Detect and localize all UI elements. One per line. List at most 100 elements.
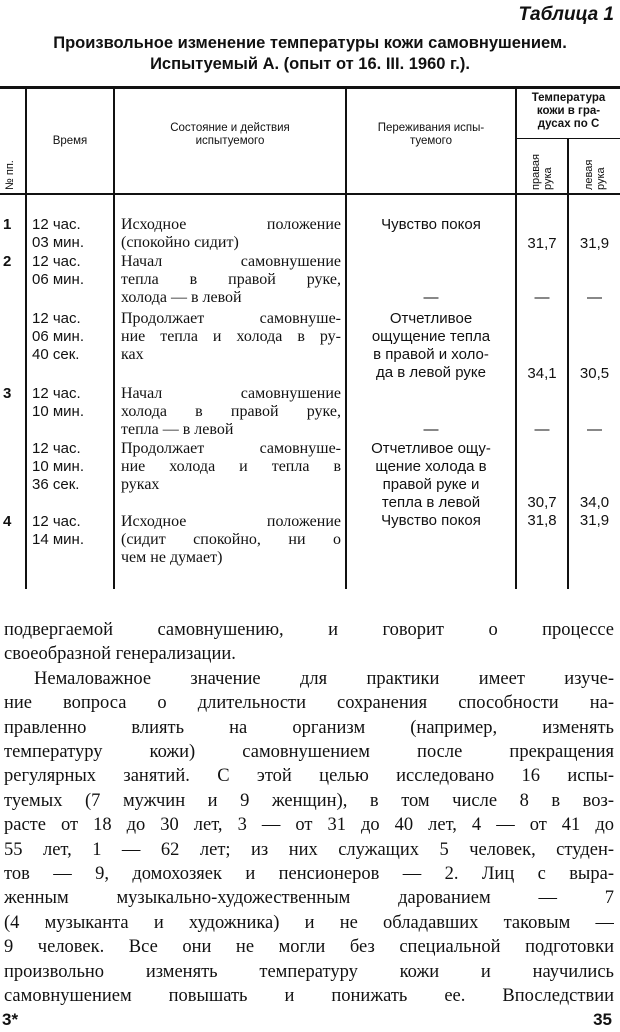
text-line: туемых (7 мужчин и 9 женщин), в том числ…	[4, 790, 614, 811]
column-divider	[113, 89, 115, 589]
cell-line: Чувство покоя	[381, 216, 481, 233]
state-cell: Исходное положение (спокойно сидит)	[121, 216, 341, 252]
cell-line: Начал самовнушение	[121, 385, 341, 402]
right-hand-temp: —	[534, 421, 550, 438]
header-line: правая	[530, 154, 542, 190]
right-hand-temp: 31,7	[527, 235, 557, 252]
cell-line: 12 час.	[32, 440, 81, 457]
cell-line: —	[423, 289, 439, 306]
cell-line: Отчетливое ощу-	[371, 440, 491, 457]
text-line: 9 человек. Все они не могли без специаль…	[4, 937, 614, 958]
cell-line: 06 мин.	[32, 271, 84, 288]
left-hand-temp: 34,0	[579, 494, 610, 511]
temp-subheader-rule	[515, 138, 620, 139]
cell-line: да в левой руке	[376, 364, 486, 381]
cell-line: Продолжает самовнуше-	[121, 310, 341, 327]
cell-line: Исходное положение	[121, 513, 341, 530]
column-divider	[515, 89, 517, 589]
cell-line: холода — в левой	[121, 289, 242, 306]
feeling-cell: Отчетливое ощущение тепла в правой и холо-…	[347, 310, 515, 382]
header-line: Температура	[531, 92, 606, 104]
state-cell: Начал самовнушение холода в правой руке, т…	[121, 385, 341, 439]
text-line: расте от 18 до 30 лет, 3 — от 31 до 40 л…	[4, 815, 614, 836]
row-number: 3	[3, 385, 12, 402]
text-line: регулярных занятий. С этой целью исследо…	[4, 766, 614, 787]
signature-mark: 3*	[2, 1010, 19, 1029]
cell-line: —	[423, 421, 439, 438]
left-hand-temp: —	[587, 421, 602, 438]
right-hand-temp: —	[534, 289, 550, 306]
time-cell: 12 час. 10 мин. 36 сек.	[32, 440, 84, 494]
text-line: температуру кожи) самовнушением после пр…	[4, 742, 614, 763]
cell-line: Чувство покоя	[381, 512, 481, 529]
table-subtitle: Испытуемый А. (опыт от 16. III. 1960 г.)…	[150, 55, 470, 73]
page-number: 35	[593, 1010, 612, 1029]
feeling-cell: —	[347, 289, 515, 307]
cell-line: 12 час.	[32, 253, 81, 270]
cell-line: 03 мин.	[32, 234, 84, 251]
feeling-cell: Отчетливое ощу-щение холода в правой руке…	[347, 440, 515, 512]
column-divider	[345, 89, 347, 589]
cell-line: правой руке и	[382, 476, 480, 493]
cell-line: ках	[121, 346, 144, 363]
cell-line: 10 мин.	[32, 403, 84, 420]
cell-line: щение холода в	[375, 458, 487, 475]
column-divider	[25, 89, 27, 589]
text-line: тов — 9, домохозяек и пенсионеров — 2. Л…	[4, 864, 614, 885]
table-header-rule	[0, 193, 620, 195]
table-title: Произвольное изменение температуры кожи …	[53, 34, 567, 52]
header-right-hand: правая рука	[530, 154, 554, 190]
cell-line: 36 сек.	[32, 476, 80, 493]
cell-line: Отчетливое	[389, 310, 473, 327]
header-line: дусах по С	[537, 118, 600, 130]
cell-line: 12 час.	[32, 385, 81, 402]
time-cell: 12 час. 06 мин.	[32, 253, 84, 289]
header-left-hand: левая рука	[583, 160, 607, 190]
cell-line: тепла — в левой	[121, 421, 234, 438]
state-cell: Продолжает самовнуше-ние тепла и холода …	[121, 310, 341, 364]
cell-line: Начал самовнушение	[121, 253, 341, 270]
right-hand-temp: 30,7	[527, 494, 557, 511]
cell-line: 06 мин.	[32, 328, 84, 345]
header-line: испытуемого	[195, 135, 265, 147]
cell-line: ние тепла и холода в ру-	[121, 328, 341, 345]
cell-line: Исходное положение	[121, 216, 341, 233]
time-cell: 12 час. 10 мин.	[32, 385, 84, 421]
cell-line: холода в правой руке,	[121, 403, 341, 420]
text-line: подвергаемой самовнушению, и говорит о п…	[4, 620, 614, 640]
table-top-rule	[0, 86, 620, 89]
table-caption: Таблица 1	[518, 4, 614, 25]
cell-line: руках	[121, 476, 160, 493]
row-number: 4	[3, 513, 12, 530]
state-cell: Продолжает самовнуше-ние холода и тепла …	[121, 440, 341, 494]
cell-line: 14 мин.	[32, 531, 84, 548]
left-hand-temp: 31,9	[579, 235, 610, 252]
text-line: самовнушением повышать и понижать ее. Вп…	[4, 986, 614, 1007]
header-num: № пп.	[4, 160, 16, 190]
text-line: Немаловажное значение для практики имеет…	[34, 668, 614, 689]
cell-line: 10 мин.	[32, 458, 84, 475]
header-state: Состояние и действия испытуемого	[115, 122, 345, 148]
feeling-cell: —	[347, 421, 515, 439]
state-cell: Начал самовнушение тепла в правой руке, хо…	[121, 253, 341, 307]
column-divider	[567, 139, 569, 589]
cell-line: 12 час.	[32, 310, 81, 327]
feeling-cell: Чувство покоя	[347, 512, 515, 530]
cell-line: ощущение тепла	[371, 328, 491, 345]
header-line: кожи в гра-	[536, 105, 601, 117]
row-number: 1	[3, 216, 12, 233]
header-line: туемого	[409, 135, 453, 147]
cell-line: 40 сек.	[32, 346, 80, 363]
cell-line: в правой и холо-	[373, 346, 489, 363]
header-line: Переживания испы-	[377, 122, 485, 134]
text-line: женным музыкально-художественным дарован…	[4, 888, 614, 909]
left-hand-temp: 31,9	[579, 512, 610, 529]
right-hand-temp: 31,8	[527, 512, 557, 529]
time-cell: 12 час. 14 мин.	[32, 513, 84, 549]
time-cell: 12 час. 06 мин. 40 сек.	[32, 310, 84, 364]
feeling-cell: Чувство покоя	[347, 216, 515, 234]
header-temperature: Температура кожи в гра- дусах по С	[517, 92, 620, 131]
text-line: 55 лет, 1 — 62 лет; из них служащих 5 че…	[4, 839, 614, 860]
header-line: Состояние и действия	[170, 122, 290, 134]
